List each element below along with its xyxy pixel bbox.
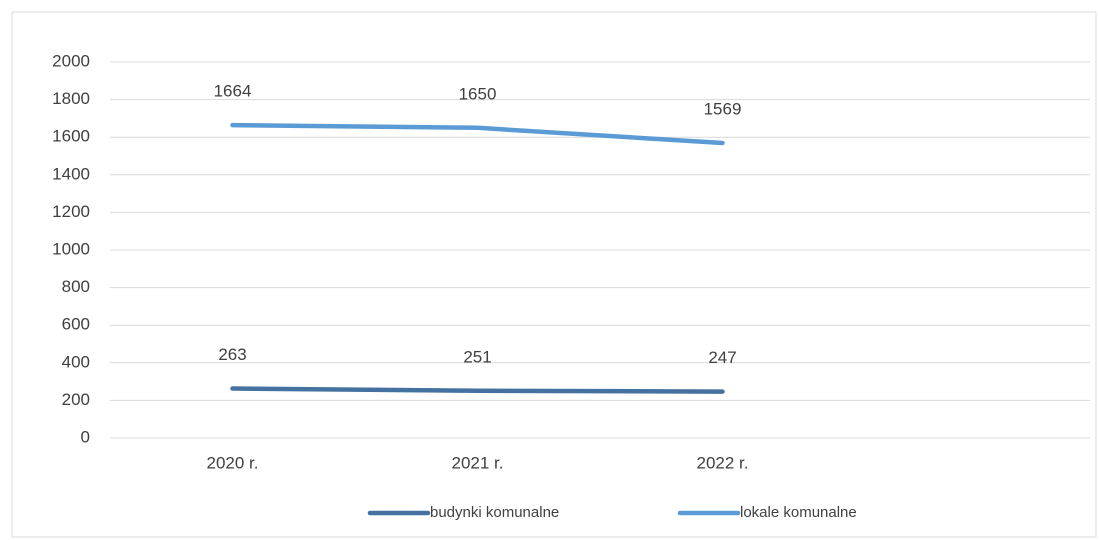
x-tick-label: 2022 r.	[697, 453, 749, 472]
chart-border	[11, 11, 1097, 538]
data-label: 1664	[214, 82, 252, 101]
y-tick-label: 1400	[52, 164, 90, 183]
y-tick-label: 800	[62, 277, 90, 296]
data-label: 1569	[704, 100, 742, 119]
y-tick-label: 1800	[52, 89, 90, 108]
legend-label: lokale komunalne	[740, 504, 857, 521]
y-tick-label: 200	[62, 390, 90, 409]
y-tick-label: 400	[62, 352, 90, 371]
y-tick-label: 1200	[52, 202, 90, 221]
data-label: 263	[218, 345, 246, 364]
y-tick-label: 2000	[52, 51, 90, 70]
x-tick-label: 2021 r.	[452, 453, 504, 472]
line	[230, 122, 725, 146]
y-tick-label: 1600	[52, 127, 90, 146]
data-label: 1650	[459, 84, 497, 103]
legend-label: budynki komunalne	[430, 504, 559, 521]
y-tick-label: 1000	[52, 239, 90, 258]
data-label: 247	[708, 348, 736, 367]
data-label: 251	[463, 347, 491, 366]
y-tick-label: 0	[81, 427, 90, 446]
y-tick-label: 600	[62, 315, 90, 334]
x-tick-label: 2020 r.	[207, 453, 259, 472]
line	[230, 386, 725, 394]
